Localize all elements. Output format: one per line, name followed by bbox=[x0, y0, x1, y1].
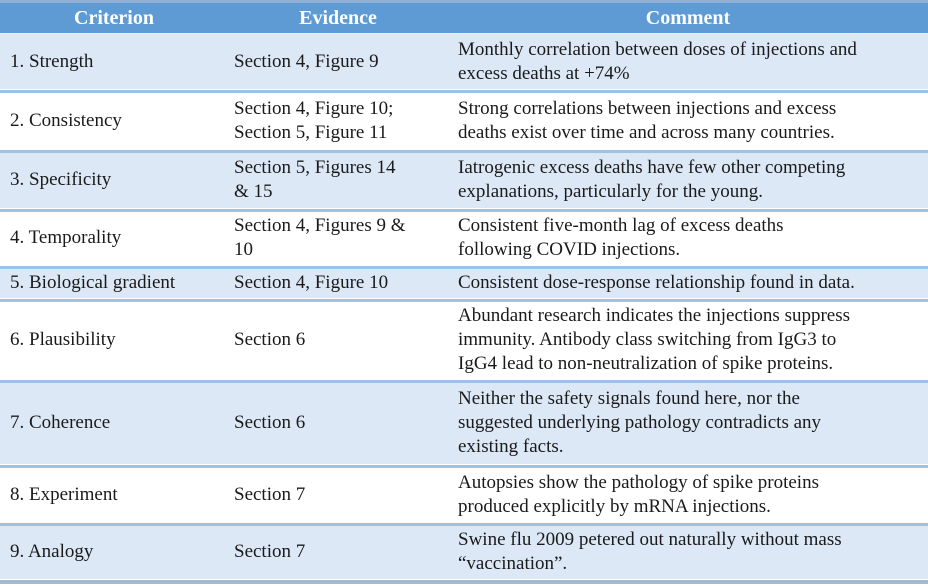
evidence-cell: Section 7 bbox=[234, 541, 306, 562]
evidence-cell: Section 4, Figure 9 bbox=[234, 50, 379, 72]
table-row: 1. Strength Section 4, Figure 9 Monthly … bbox=[0, 33, 928, 89]
column-header-comment: Comment bbox=[645, 7, 731, 29]
criterion-cell: 8. Experiment bbox=[10, 483, 118, 505]
evidence-cell: Section 6 bbox=[234, 412, 306, 433]
evidence-cell: Section 4, Figure 10; Section 5, Figure … bbox=[234, 97, 394, 143]
comment-cell: Autopsies show the pathology of spike pr… bbox=[458, 471, 819, 517]
comment-cell: Consistent five-month lag of excess deat… bbox=[458, 215, 784, 260]
evidence-cell: Section 4, Figures 9 & 10 bbox=[234, 215, 406, 260]
table-row: 3. Specificity Section 5, Figures 14 & 1… bbox=[0, 149, 928, 208]
table-row: 4. Temporality Section 4, Figures 9 & 10… bbox=[0, 208, 928, 265]
table-row: 7. Coherence Section 6 Neither the safet… bbox=[0, 379, 928, 464]
table-row: 5. Biological gradient Section 4, Figure… bbox=[0, 265, 928, 298]
criterion-cell: 5. Biological gradient bbox=[10, 272, 176, 293]
criterion-cell: 2. Consistency bbox=[10, 109, 122, 131]
comment-cell: Neither the safety signals found here, n… bbox=[458, 388, 822, 457]
criterion-cell: 9. Analogy bbox=[10, 541, 94, 562]
criterion-cell: 7. Coherence bbox=[10, 412, 111, 433]
table-bottom-border bbox=[0, 579, 928, 584]
table-header-row: Criterion Evidence Comment bbox=[0, 0, 928, 33]
table-row: 2. Consistency Section 4, Figure 10; Sec… bbox=[0, 89, 928, 149]
evidence-cell: Section 5, Figures 14 & 15 bbox=[234, 157, 396, 202]
criterion-cell: 1. Strength bbox=[10, 50, 94, 72]
comment-cell: Swine flu 2009 petered out naturally wit… bbox=[458, 529, 842, 574]
criterion-cell: 3. Specificity bbox=[10, 169, 112, 190]
table-row: 6. Plausibility Section 6 Abundant resea… bbox=[0, 298, 928, 379]
table-body: 1. Strength Section 4, Figure 9 Monthly … bbox=[0, 33, 928, 579]
evidence-cell: Section 6 bbox=[234, 329, 306, 350]
comment-cell: Strong correlations between injections a… bbox=[458, 97, 837, 143]
evidence-cell: Section 4, Figure 10 bbox=[234, 272, 389, 293]
column-header-evidence: Evidence bbox=[299, 7, 377, 29]
criterion-cell: 6. Plausibility bbox=[10, 329, 116, 350]
evidence-cell: Section 7 bbox=[234, 483, 306, 505]
comment-cell: Monthly correlation between doses of inj… bbox=[458, 38, 857, 84]
comment-cell: Iatrogenic excess deaths have few other … bbox=[458, 157, 846, 202]
comment-cell: Consistent dose-response relationship fo… bbox=[458, 272, 855, 293]
table-row: 8. Experiment Section 7 Autopsies show t… bbox=[0, 464, 928, 522]
column-header-criterion: Criterion bbox=[74, 7, 154, 29]
comment-cell: Abundant research indicates the injectio… bbox=[458, 305, 851, 374]
criterion-cell: 4. Temporality bbox=[10, 227, 122, 248]
table-row: 9. Analogy Section 7 Swine flu 2009 pete… bbox=[0, 522, 928, 579]
